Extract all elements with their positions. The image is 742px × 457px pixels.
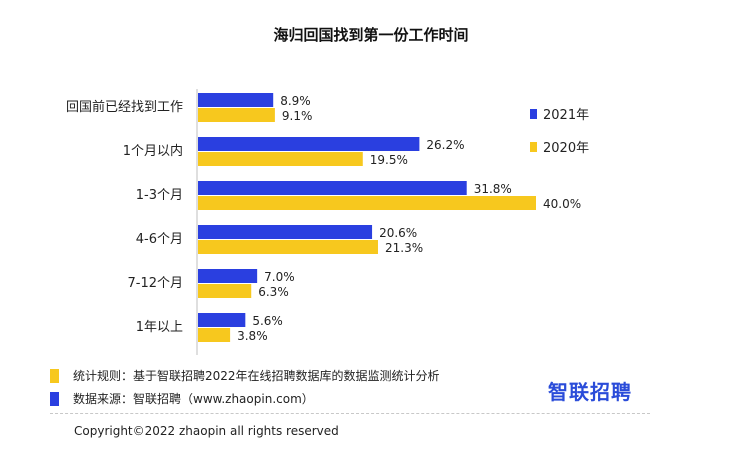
footer-divider [50, 413, 650, 414]
legend-label-2020: 2020年 [543, 141, 590, 156]
data-label: 20.6% [379, 226, 417, 240]
category-label: 1-3个月 [136, 188, 183, 203]
data-label: 26.2% [426, 138, 464, 152]
chart-title: 海归回国找到第一份工作时间 [273, 26, 469, 44]
legend-item-2020: 2020年 [530, 137, 589, 156]
bar-2021 [198, 93, 274, 107]
data-label: 31.8% [474, 182, 512, 196]
copyright-text: Copyright©2022 zhaopin all rights reserv… [74, 424, 339, 438]
data-label: 8.9% [280, 94, 311, 108]
category-label: 4-6个月 [136, 232, 183, 247]
data-label: 21.3% [385, 241, 423, 255]
data-label: 19.5% [370, 153, 408, 167]
category-label: 回国前已经找到工作 [66, 99, 183, 115]
note-swatch-yellow [50, 368, 59, 383]
bar-2020 [198, 240, 378, 254]
data-label: 40.0% [543, 197, 581, 211]
category-label: 1年以上 [136, 320, 183, 335]
legend-label-2021: 2021年 [543, 108, 590, 123]
bar-2020 [198, 108, 275, 122]
bar-2020 [198, 328, 231, 342]
category-label: 7-12个月 [127, 276, 183, 291]
data-label: 9.1% [282, 109, 313, 123]
data-label: 7.0% [264, 270, 295, 284]
bar-2020 [198, 284, 252, 298]
stat-rule-note: 统计规则：基于智联招聘2022年在线招聘数据库的数据监测统计分析 [50, 367, 440, 384]
bar-2021 [198, 225, 373, 239]
bar-2021 [198, 137, 420, 151]
legend-swatch-2021 [530, 108, 537, 119]
data-label: 3.8% [237, 329, 267, 343]
bar-2021 [198, 181, 467, 195]
legend-swatch-2020 [530, 141, 537, 152]
data-label: 6.3% [258, 285, 289, 299]
zhaopin-logo: 智联招聘 [548, 380, 632, 404]
bar-2021 [198, 313, 246, 327]
data-label: 5.6% [252, 314, 283, 328]
bar-2020 [198, 196, 536, 210]
bar-2020 [198, 152, 363, 166]
data-source-text: 数据来源：智联招聘（www.zhaopin.com） [73, 392, 314, 406]
bar-2021 [198, 269, 258, 283]
note-swatch-blue [50, 391, 59, 406]
stat-rule-text: 统计规则：基于智联招聘2022年在线招聘数据库的数据监测统计分析 [73, 369, 440, 383]
data-source-note: 数据来源：智联招聘（www.zhaopin.com） [50, 390, 314, 407]
legend-item-2021: 2021年 [530, 104, 589, 123]
category-label: 1个月以内 [123, 143, 183, 159]
